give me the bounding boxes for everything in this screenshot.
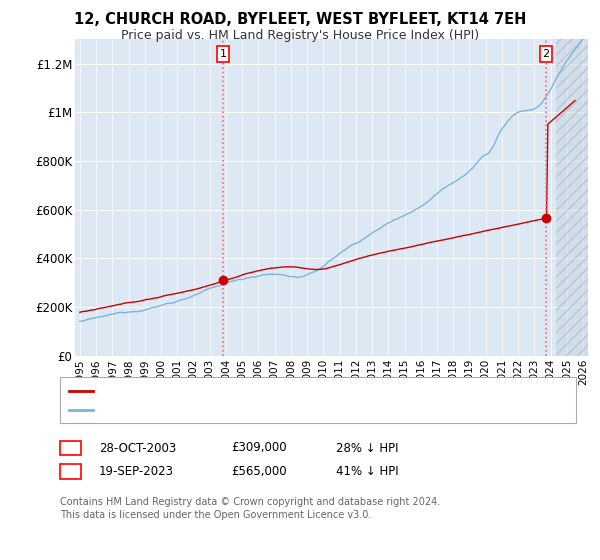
Bar (556, 39, 588, 356)
Text: £565,000: £565,000 (231, 465, 287, 478)
Text: 12, CHURCH ROAD, BYFLEET, WEST BYFLEET, KT14 7EH: 12, CHURCH ROAD, BYFLEET, WEST BYFLEET, … (74, 12, 526, 27)
Text: Price paid vs. HM Land Registry's House Price Index (HPI): Price paid vs. HM Land Registry's House … (121, 29, 479, 42)
Text: 2: 2 (542, 49, 550, 59)
Text: 2: 2 (67, 465, 74, 478)
Text: 19-SEP-2023: 19-SEP-2023 (99, 465, 174, 478)
Text: 12, CHURCH ROAD, BYFLEET, WEST BYFLEET, KT14 7EH (detached house): 12, CHURCH ROAD, BYFLEET, WEST BYFLEET, … (100, 386, 511, 396)
Text: HPI: Average price, detached house, Woking: HPI: Average price, detached house, Woki… (100, 405, 347, 415)
Text: £309,000: £309,000 (231, 441, 287, 455)
Bar (556, 39, 588, 356)
Text: 1: 1 (220, 49, 227, 59)
Text: 28% ↓ HPI: 28% ↓ HPI (336, 441, 398, 455)
Text: 1: 1 (67, 441, 74, 455)
Text: 41% ↓ HPI: 41% ↓ HPI (336, 465, 398, 478)
Text: Contains HM Land Registry data © Crown copyright and database right 2024.
This d: Contains HM Land Registry data © Crown c… (60, 497, 440, 520)
Text: 28-OCT-2003: 28-OCT-2003 (99, 441, 176, 455)
